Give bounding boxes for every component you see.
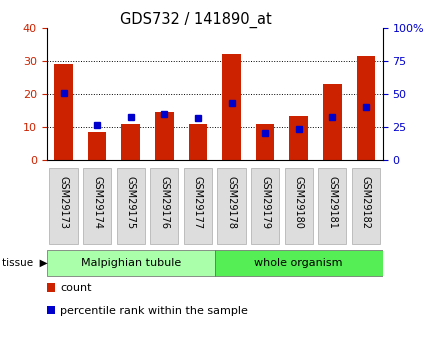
Text: GSM29175: GSM29175 — [126, 176, 136, 229]
FancyBboxPatch shape — [318, 168, 346, 244]
Bar — [88, 132, 106, 160]
FancyBboxPatch shape — [218, 168, 246, 244]
Text: tissue  ▶: tissue ▶ — [2, 258, 48, 268]
Text: percentile rank within the sample: percentile rank within the sample — [60, 306, 248, 316]
FancyBboxPatch shape — [150, 168, 178, 244]
Text: GSM29174: GSM29174 — [92, 176, 102, 229]
Text: GSM29177: GSM29177 — [193, 176, 203, 229]
FancyBboxPatch shape — [352, 168, 380, 244]
FancyBboxPatch shape — [49, 168, 77, 244]
FancyBboxPatch shape — [214, 250, 383, 276]
Bar — [54, 64, 73, 160]
Text: GSM29182: GSM29182 — [361, 176, 371, 229]
Bar — [356, 56, 375, 160]
Text: GSM29181: GSM29181 — [328, 176, 337, 229]
Bar — [121, 124, 140, 160]
FancyBboxPatch shape — [47, 250, 214, 276]
Bar — [155, 112, 174, 160]
FancyBboxPatch shape — [184, 168, 212, 244]
Text: GSM29173: GSM29173 — [59, 176, 69, 229]
Text: GSM29179: GSM29179 — [260, 176, 270, 229]
Text: GSM29180: GSM29180 — [294, 176, 303, 229]
FancyBboxPatch shape — [251, 168, 279, 244]
FancyBboxPatch shape — [83, 168, 111, 244]
Text: Malpighian tubule: Malpighian tubule — [81, 258, 181, 268]
Text: whole organism: whole organism — [255, 258, 343, 268]
Text: GDS732 / 141890_at: GDS732 / 141890_at — [120, 12, 272, 28]
Bar — [256, 124, 275, 160]
Bar — [323, 84, 342, 160]
Text: GSM29178: GSM29178 — [227, 176, 236, 229]
Bar — [222, 54, 241, 160]
FancyBboxPatch shape — [285, 168, 313, 244]
Bar — [289, 116, 308, 160]
Text: GSM29176: GSM29176 — [159, 176, 169, 229]
FancyBboxPatch shape — [117, 168, 145, 244]
Text: count: count — [60, 284, 92, 293]
Bar — [189, 124, 207, 160]
